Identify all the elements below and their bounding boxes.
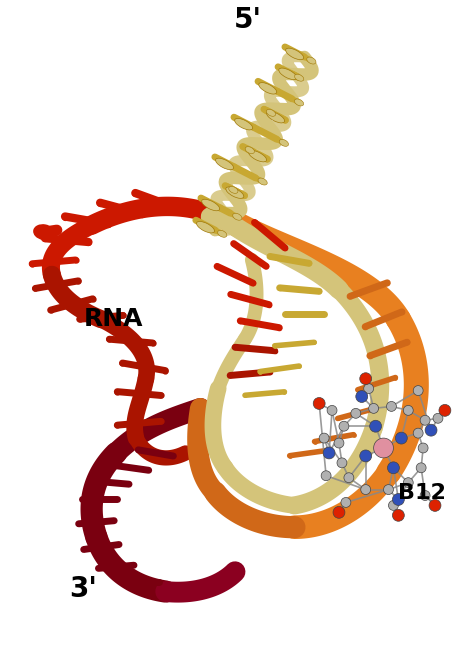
Ellipse shape [33, 224, 55, 240]
Ellipse shape [248, 151, 266, 162]
Circle shape [386, 401, 396, 412]
Circle shape [439, 404, 451, 416]
Circle shape [341, 497, 351, 507]
Ellipse shape [233, 213, 242, 220]
Circle shape [313, 397, 325, 410]
Circle shape [333, 506, 345, 518]
Circle shape [420, 490, 430, 501]
Circle shape [429, 499, 441, 512]
Circle shape [425, 424, 437, 436]
Circle shape [327, 406, 337, 415]
Circle shape [360, 373, 372, 384]
Ellipse shape [294, 74, 304, 81]
Ellipse shape [201, 199, 219, 211]
Circle shape [337, 458, 347, 468]
Ellipse shape [266, 112, 284, 123]
Circle shape [356, 391, 368, 402]
Ellipse shape [245, 147, 255, 154]
Circle shape [369, 404, 379, 413]
Ellipse shape [266, 109, 275, 116]
Circle shape [339, 421, 349, 431]
Ellipse shape [286, 48, 304, 59]
Circle shape [344, 473, 354, 483]
Circle shape [403, 477, 413, 488]
Circle shape [416, 463, 426, 473]
Text: RNA: RNA [83, 307, 143, 331]
Circle shape [413, 428, 423, 438]
Circle shape [392, 510, 404, 521]
Circle shape [374, 438, 393, 458]
Ellipse shape [229, 187, 238, 193]
Text: 5': 5' [234, 6, 262, 34]
Ellipse shape [307, 57, 316, 64]
Ellipse shape [294, 99, 304, 106]
Ellipse shape [259, 83, 277, 94]
Ellipse shape [216, 158, 234, 170]
Circle shape [403, 406, 413, 415]
Circle shape [433, 413, 443, 423]
Circle shape [395, 432, 407, 444]
Circle shape [383, 484, 393, 495]
Circle shape [389, 501, 398, 510]
Circle shape [334, 438, 344, 448]
Circle shape [319, 433, 329, 443]
Circle shape [360, 450, 372, 462]
Circle shape [323, 447, 335, 459]
Circle shape [392, 494, 404, 505]
Circle shape [420, 415, 430, 425]
Circle shape [413, 386, 423, 395]
Circle shape [351, 408, 361, 419]
Ellipse shape [197, 222, 215, 233]
Circle shape [387, 462, 400, 474]
Circle shape [370, 421, 382, 432]
Circle shape [364, 384, 374, 393]
Circle shape [321, 471, 331, 481]
Text: 3': 3' [70, 575, 98, 603]
Circle shape [361, 484, 371, 495]
Ellipse shape [258, 178, 267, 185]
Ellipse shape [218, 231, 227, 237]
Circle shape [418, 443, 428, 453]
Ellipse shape [226, 187, 244, 198]
Ellipse shape [235, 118, 253, 130]
Ellipse shape [279, 68, 297, 79]
Ellipse shape [279, 140, 289, 147]
Text: B12: B12 [398, 483, 446, 503]
